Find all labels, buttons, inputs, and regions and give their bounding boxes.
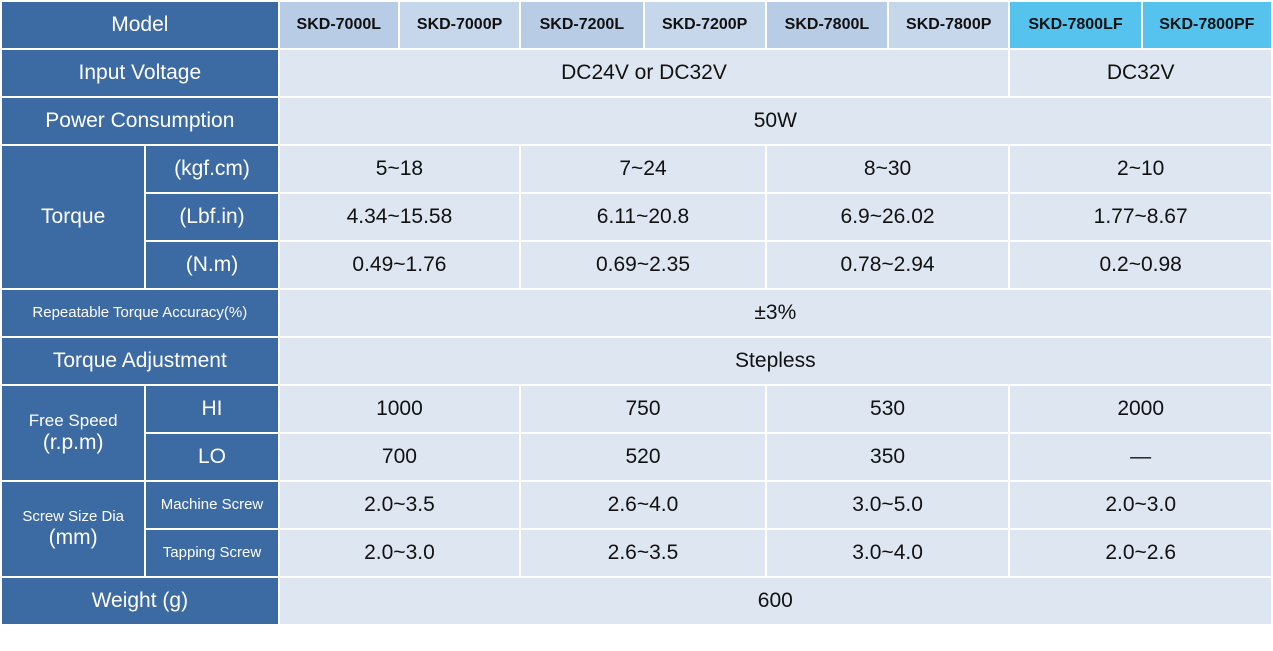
torque-value: 8~30: [764, 144, 1011, 194]
speed-value: 530: [764, 384, 1011, 434]
weight-row: Weight (g) 600: [0, 576, 1273, 626]
input-voltage-value: DC24V or DC32V: [277, 48, 1011, 98]
model-row: Model SKD-7000L SKD-7000P SKD-7200L SKD-…: [0, 0, 1273, 50]
torque-value: 0.49~1.76: [277, 240, 522, 290]
speed-value: 1000: [277, 384, 522, 434]
speed-hi-label: HI: [144, 384, 280, 434]
speed-value: —: [1008, 432, 1273, 482]
torque-unit-label: (Lbf.in): [144, 192, 280, 242]
screw-value: 2.6~4.0: [519, 480, 767, 530]
screw-size-label-line1: Screw Size Dia: [22, 508, 125, 526]
speed-value: 520: [519, 432, 767, 482]
free-speed-label: Free Speed (r.p.m): [0, 384, 147, 482]
tapping-screw-row: Tapping Screw 2.0~3.0 2.6~3.5 3.0~4.0 2.…: [1, 528, 1273, 578]
free-speed-label-line2: (r.p.m): [42, 430, 104, 454]
model-label: Model: [0, 0, 280, 50]
torque-nm-row: (N.m) 0.49~1.76 0.69~2.35 0.78~2.94 0.2~…: [1, 240, 1273, 290]
screw-value: 3.0~4.0: [764, 528, 1011, 578]
weight-value: 600: [277, 576, 1273, 626]
torque-value: 7~24: [519, 144, 767, 194]
screw-value: 2.6~3.5: [519, 528, 767, 578]
torque-value: 6.9~26.02: [764, 192, 1011, 242]
model-cell: SKD-7000P: [397, 0, 522, 50]
machine-screw-label: Machine Screw: [144, 480, 280, 530]
model-cell: SKD-7800PF: [1140, 0, 1273, 50]
input-voltage-label: Input Voltage: [0, 48, 280, 98]
torque-value: 0.69~2.35: [519, 240, 767, 290]
screw-value: 2.0~3.0: [277, 528, 522, 578]
torque-value: 2~10: [1008, 144, 1273, 194]
power-consumption-row: Power Consumption 50W: [0, 96, 1273, 146]
speed-lo-label: LO: [144, 432, 280, 482]
screw-value: 2.0~3.5: [277, 480, 522, 530]
torque-value: 1.77~8.67: [1008, 192, 1273, 242]
repeatable-accuracy-value: ±3%: [277, 288, 1273, 338]
model-cell: SKD-7800L: [764, 0, 890, 50]
model-cell: SKD-7200L: [519, 0, 645, 50]
torque-value: 4.34~15.58: [277, 192, 522, 242]
speed-value: 350: [764, 432, 1011, 482]
repeatable-accuracy-label: Repeatable Torque Accuracy(%): [0, 288, 280, 338]
screw-value: 2.0~2.6: [1008, 528, 1273, 578]
torque-adjustment-value: Stepless: [277, 336, 1273, 386]
speed-value: 750: [519, 384, 767, 434]
model-cell: SKD-7800LF: [1008, 0, 1143, 50]
torque-unit-label: (kgf.cm): [144, 144, 280, 194]
screw-size-label-line2: (mm): [48, 525, 98, 549]
repeatable-accuracy-row: Repeatable Torque Accuracy(%) ±3%: [0, 288, 1273, 338]
torque-unit-label: (N.m): [144, 240, 280, 290]
power-consumption-value: 50W: [277, 96, 1273, 146]
speed-value: 700: [277, 432, 522, 482]
model-cell: SKD-7000L: [277, 0, 400, 50]
model-cell: SKD-7800P: [887, 0, 1011, 50]
torque-label: Torque: [0, 144, 147, 290]
speed-lo-row: LO 700 520 350 —: [1, 432, 1273, 482]
weight-label: Weight (g): [0, 576, 280, 626]
input-voltage-row: Input Voltage DC24V or DC32V DC32V: [0, 48, 1273, 98]
torque-adjustment-label: Torque Adjustment: [0, 336, 280, 386]
torque-value: 0.78~2.94: [764, 240, 1011, 290]
torque-adjustment-row: Torque Adjustment Stepless: [0, 336, 1273, 386]
torque-value: 5~18: [277, 144, 522, 194]
screw-size-label: Screw Size Dia (mm): [0, 480, 147, 578]
input-voltage-value: DC32V: [1008, 48, 1273, 98]
torque-value: 6.11~20.8: [519, 192, 767, 242]
spec-table: Model SKD-7000L SKD-7000P SKD-7200L SKD-…: [0, 0, 1273, 626]
torque-lbfin-row: (Lbf.in) 4.34~15.58 6.11~20.8 6.9~26.02 …: [1, 192, 1273, 242]
power-consumption-label: Power Consumption: [0, 96, 280, 146]
model-cell: SKD-7200P: [642, 0, 767, 50]
free-speed-label-line1: Free Speed: [28, 411, 118, 431]
torque-kgfcm-row: Torque (kgf.cm) 5~18 7~24 8~30 2~10: [0, 144, 1273, 290]
tapping-screw-label: Tapping Screw: [144, 528, 280, 578]
speed-hi-row: Free Speed (r.p.m) HI 1000 750 530 2000: [0, 384, 1273, 482]
speed-value: 2000: [1008, 384, 1273, 434]
torque-value: 0.2~0.98: [1008, 240, 1273, 290]
machine-screw-row: Screw Size Dia (mm) Machine Screw 2.0~3.…: [0, 480, 1273, 578]
screw-value: 3.0~5.0: [764, 480, 1011, 530]
screw-value: 2.0~3.0: [1008, 480, 1273, 530]
